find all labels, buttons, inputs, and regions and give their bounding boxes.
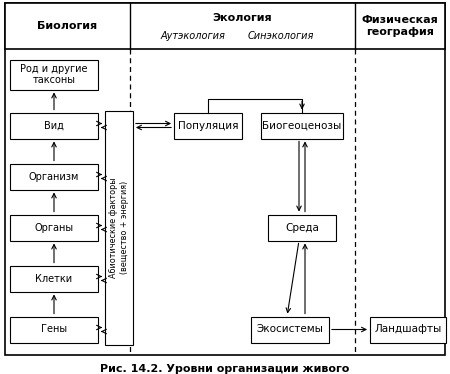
Text: Синэкология: Синэкология xyxy=(248,31,314,41)
Bar xyxy=(370,316,446,343)
Bar xyxy=(10,113,98,138)
Bar xyxy=(5,3,445,49)
Bar xyxy=(10,59,98,89)
Text: Ландшафты: Ландшафты xyxy=(374,325,441,334)
Text: Популяция: Популяция xyxy=(178,120,238,131)
Bar xyxy=(10,215,98,240)
Bar xyxy=(174,113,242,138)
Text: Рис. 14.2. Уровни организации живого: Рис. 14.2. Уровни организации живого xyxy=(100,364,350,374)
Text: Среда: Среда xyxy=(285,223,319,233)
Text: Экология: Экология xyxy=(213,13,272,23)
Text: Вид: Вид xyxy=(44,120,64,131)
Bar xyxy=(261,113,343,138)
Bar xyxy=(105,110,133,344)
Text: Гены: Гены xyxy=(41,325,67,334)
Text: Органы: Органы xyxy=(35,223,73,233)
Text: Клетки: Клетки xyxy=(36,273,72,283)
Text: Абиотические факторы
(вещество + энергия): Абиотические факторы (вещество + энергия… xyxy=(109,177,129,278)
Text: Физическая
география: Физическая география xyxy=(362,15,438,37)
Bar xyxy=(10,316,98,343)
Text: Род и другие
таксоны: Род и другие таксоны xyxy=(20,64,88,85)
Text: Биология: Биология xyxy=(37,21,98,31)
Bar xyxy=(268,215,336,240)
Bar xyxy=(10,266,98,291)
Bar xyxy=(251,316,329,343)
Text: Экосистемы: Экосистемы xyxy=(256,325,324,334)
Text: Организм: Организм xyxy=(29,172,79,181)
Text: Аутэкология: Аутэкология xyxy=(161,31,225,41)
Bar xyxy=(10,163,98,190)
Text: Биогеоценозы: Биогеоценозы xyxy=(262,120,342,131)
